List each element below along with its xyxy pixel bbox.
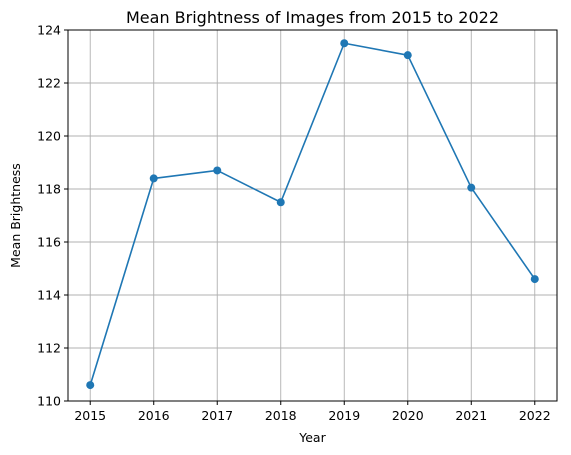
data-point-marker [340, 39, 349, 48]
y-tick-label: 120 [37, 129, 61, 144]
data-point-marker [213, 166, 222, 175]
data-point-marker [467, 183, 476, 192]
data-point-marker [530, 275, 539, 284]
grid [68, 29, 557, 402]
x-tick-label: 2019 [328, 408, 360, 423]
y-tick-label: 118 [37, 182, 61, 197]
y-tick-label: 112 [37, 341, 61, 356]
y-axis-label: Mean Brightness [8, 163, 23, 268]
axes-frame [67, 29, 558, 402]
x-tick-label: 2018 [265, 408, 297, 423]
data-point-marker [86, 381, 95, 390]
chart-title: Mean Brightness of Images from 2015 to 2… [126, 8, 499, 27]
x-tick-label: 2020 [392, 408, 424, 423]
x-tick-label: 2017 [201, 408, 233, 423]
data-line-layer [89, 42, 536, 386]
y-tick-label: 114 [37, 288, 61, 303]
y-tick-label: 122 [37, 76, 61, 91]
x-axis-label: Year [298, 430, 326, 445]
x-tick-label: 2015 [74, 408, 106, 423]
data-marker-layer [86, 39, 539, 390]
x-tick-label: 2021 [455, 408, 487, 423]
data-point-marker [276, 198, 285, 207]
y-tick-label: 116 [37, 235, 61, 250]
y-tick-label: 110 [37, 394, 61, 409]
y-tick-label: 124 [37, 23, 61, 38]
ticks: 2015 2016 2017 2018 2019 2020 2021 2022 110 112 11… [37, 23, 551, 424]
x-tick-label: 2022 [519, 408, 551, 423]
series-line [89, 42, 536, 386]
data-point-marker [149, 174, 158, 183]
data-point-marker [403, 51, 412, 60]
x-tick-label: 2016 [138, 408, 170, 423]
